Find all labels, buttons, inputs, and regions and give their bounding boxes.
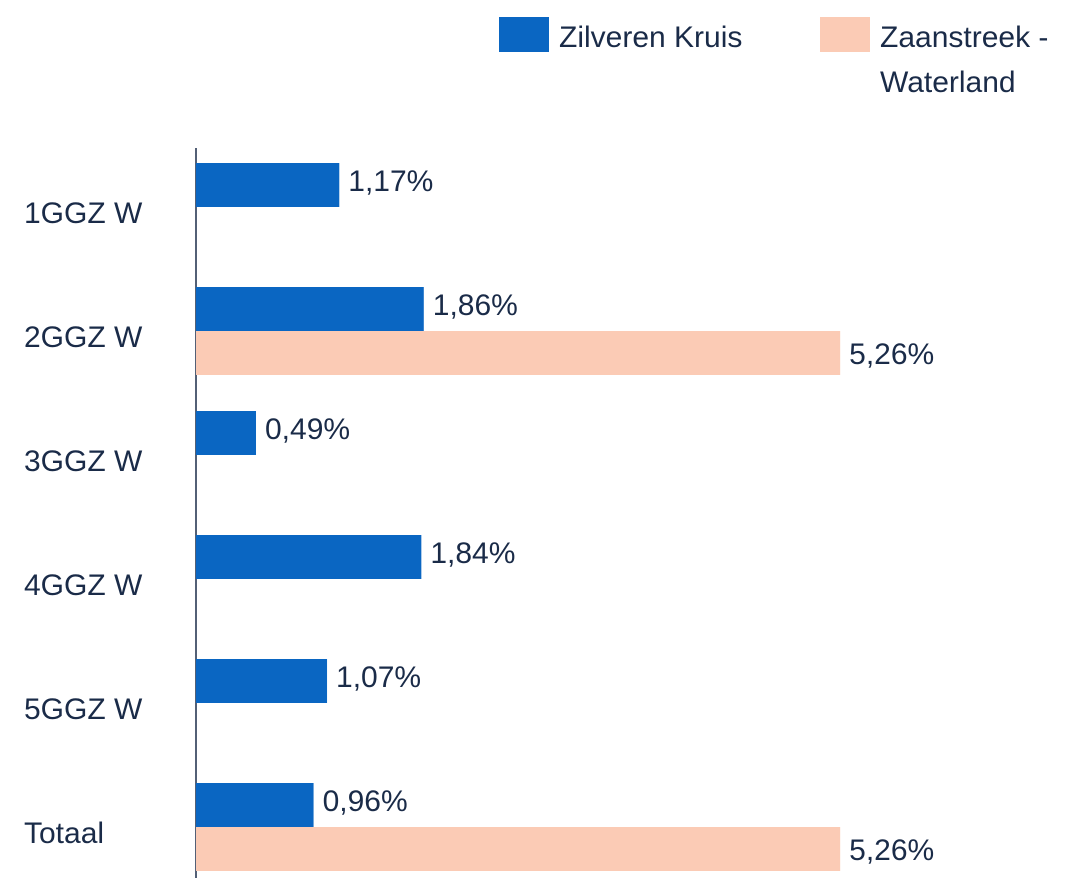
category-label: 2GGZ W [24,321,143,354]
category-label: 5GGZ W [24,693,143,726]
bar [196,659,328,703]
bar [196,287,424,331]
value-label: 1,84% [430,537,515,570]
value-label: 0,49% [265,413,350,446]
legend-label: Zaanstreek -Waterland [880,21,1049,99]
bar [196,827,841,871]
value-label: 1,17% [348,165,433,198]
value-label: 0,96% [323,785,408,818]
legend-swatch [820,17,870,52]
bar [196,163,340,207]
legend-label: Zilveren Kruis [559,21,743,54]
category-label: 4GGZ W [24,569,143,602]
category-label: 1GGZ W [24,197,143,230]
legend-item: Zaanstreek -Waterland [820,15,1050,105]
legend-item: Zilveren Kruis [499,15,742,60]
value-label: 1,07% [336,661,421,694]
value-label: 5,26% [849,834,934,867]
bar [196,411,257,455]
category-label: 3GGZ W [24,445,143,478]
bar [196,331,841,375]
bar [196,783,314,827]
legend-swatch [499,17,549,52]
category-label: Totaal [24,817,104,850]
bar [196,535,422,579]
value-label: 5,26% [849,338,934,371]
value-label: 1,86% [433,289,518,322]
